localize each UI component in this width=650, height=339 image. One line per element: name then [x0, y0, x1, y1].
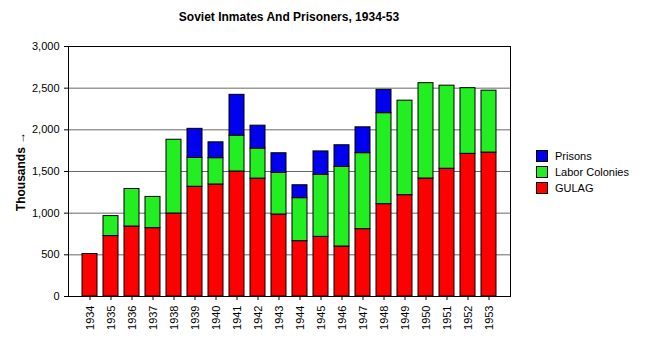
- svg-text:2,500: 2,500: [32, 82, 60, 94]
- svg-text:1939: 1939: [189, 306, 201, 330]
- html-text:Soviet Inmates And Prisoners,: Soviet Inmates And Prisoners, 1934-53: [178, 10, 400, 24]
- svg-text:1948: 1948: [378, 306, 390, 330]
- svg-text:1953: 1953: [483, 306, 495, 330]
- svg-text:1935: 1935: [105, 306, 117, 330]
- svg-text:3,000: 3,000: [32, 40, 60, 52]
- html-text:Labor Colonies: Labor Colonies: [555, 166, 629, 178]
- svg-text:1945: 1945: [315, 306, 327, 330]
- svg-text:1937: 1937: [147, 306, 159, 330]
- svg-text:1938: 1938: [168, 306, 180, 330]
- svg-text:500: 500: [41, 248, 59, 260]
- svg-text:1951: 1951: [441, 306, 453, 330]
- svg-text:1941: 1941: [231, 306, 243, 330]
- svg-text:1,000: 1,000: [32, 207, 60, 219]
- svg-text:1940: 1940: [210, 306, 222, 330]
- svg-text:1952: 1952: [462, 306, 474, 330]
- svg-text:1936: 1936: [126, 306, 138, 330]
- svg-text:1943: 1943: [273, 306, 285, 330]
- svg-text:1947: 1947: [357, 306, 369, 330]
- svg-text:Thousands →: Thousands →: [14, 132, 28, 211]
- svg-text:1,500: 1,500: [32, 165, 60, 177]
- svg-text:1949: 1949: [399, 306, 411, 330]
- svg-text:0: 0: [53, 290, 59, 302]
- svg-text:2,000: 2,000: [32, 123, 60, 135]
- html-text:Prisons: Prisons: [555, 150, 592, 162]
- svg-text:1944: 1944: [294, 306, 306, 330]
- svg-text:1942: 1942: [252, 306, 264, 330]
- svg-text:1950: 1950: [420, 306, 432, 330]
- svg-text:1946: 1946: [336, 306, 348, 330]
- html-text:GULAG: GULAG: [555, 182, 594, 194]
- svg-text:1934: 1934: [84, 306, 96, 330]
